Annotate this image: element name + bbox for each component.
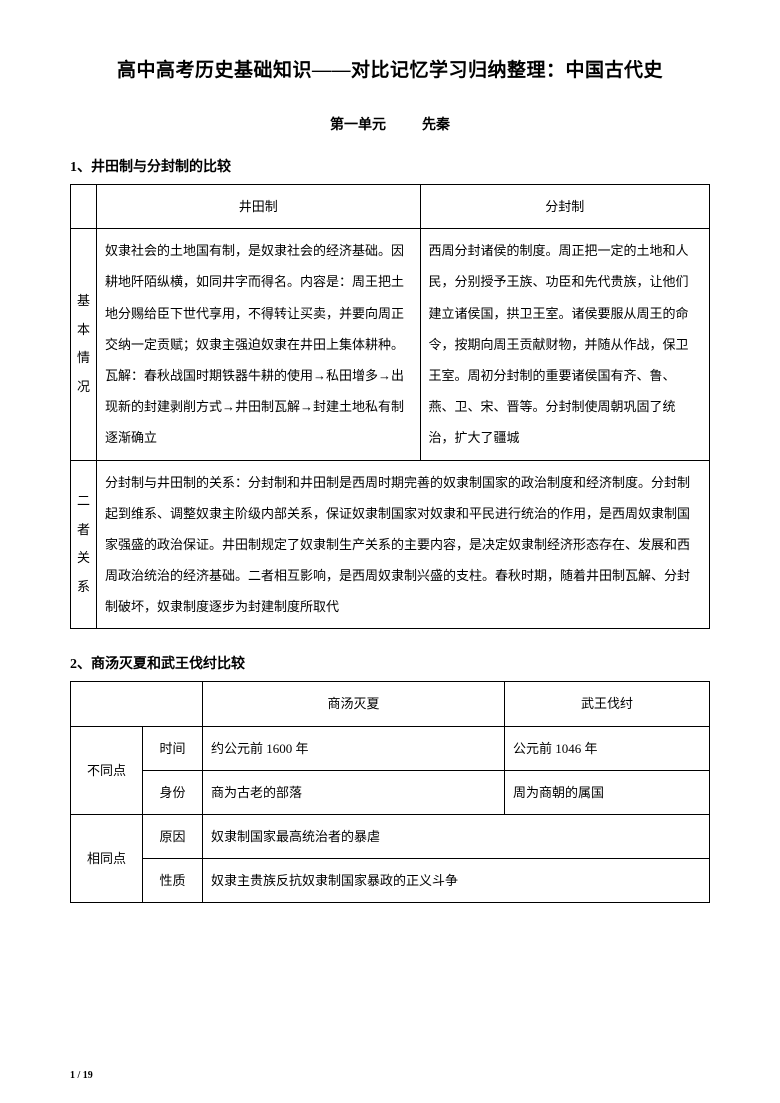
table-1: 井田制 分封制 基本情况 奴隶社会的土地国有制，是奴隶社会的经济基础。因耕地阡陌… [70, 184, 710, 629]
page-title: 高中高考历史基础知识——对比记忆学习归纳整理：中国古代史 [70, 55, 710, 82]
row-label: 基本情况 [71, 229, 97, 460]
row-label: 二者关系 [71, 460, 97, 629]
section2-heading: 2、商汤灭夏和武王伐纣比较 [70, 653, 710, 673]
row-label: 身份 [143, 770, 203, 814]
table-2: 商汤灭夏 武王伐纣 不同点 时间 约公元前 1600 年 公元前 1046 年 … [70, 681, 710, 903]
table-cell: 商为古老的部落 [203, 770, 505, 814]
row-group-label: 不同点 [71, 726, 143, 814]
row-label: 原因 [143, 815, 203, 859]
table-cell: 公元前 1046 年 [505, 726, 710, 770]
table-header-empty [71, 185, 97, 229]
table-header: 分封制 [420, 185, 709, 229]
table-cell: 约公元前 1600 年 [203, 726, 505, 770]
table-header: 武王伐纣 [505, 682, 710, 726]
table-cell: 奴隶制国家最高统治者的暴虐 [203, 815, 710, 859]
table-cell: 分封制与井田制的关系：分封制和井田制是西周时期完善的奴隶制国家的政治制度和经济制… [97, 460, 710, 629]
table-header: 商汤灭夏 [203, 682, 505, 726]
table-cell: 西周分封诸侯的制度。周正把一定的土地和人民，分别授予王族、功臣和先代贵族，让他们… [420, 229, 709, 460]
unit-name: 先秦 [422, 118, 450, 133]
table-cell: 周为商朝的属国 [505, 770, 710, 814]
table-header: 井田制 [97, 185, 421, 229]
unit-heading: 第一单元 先秦 [70, 114, 710, 134]
table-header-empty [71, 682, 203, 726]
section1-heading: 1、井田制与分封制的比较 [70, 156, 710, 176]
page-number: 1 / 19 [70, 1070, 93, 1081]
row-group-label: 相同点 [71, 815, 143, 903]
table-cell: 奴隶社会的土地国有制，是奴隶社会的经济基础。因耕地阡陌纵横，如同井字而得名。内容… [97, 229, 421, 460]
row-label: 性质 [143, 859, 203, 903]
table-cell: 奴隶主贵族反抗奴隶制国家暴政的正义斗争 [203, 859, 710, 903]
row-label: 时间 [143, 726, 203, 770]
unit-prefix: 第一单元 [330, 118, 386, 133]
